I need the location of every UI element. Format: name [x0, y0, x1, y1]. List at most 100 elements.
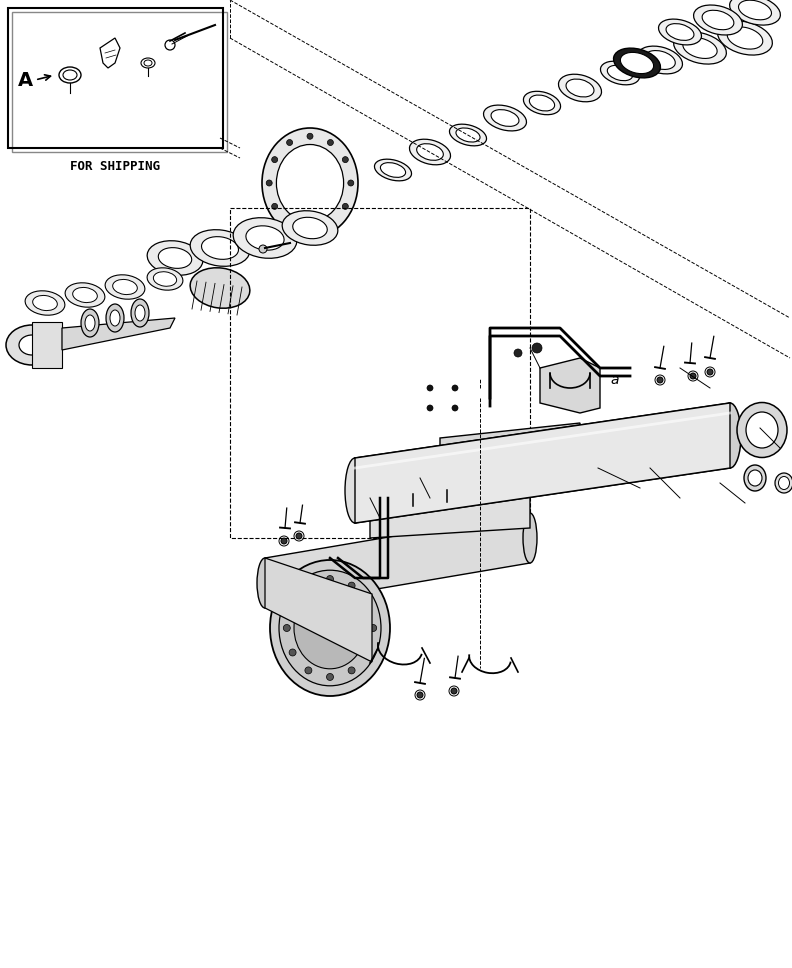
Circle shape	[514, 349, 522, 357]
Ellipse shape	[779, 476, 790, 490]
Ellipse shape	[65, 283, 105, 307]
Ellipse shape	[257, 558, 273, 608]
Ellipse shape	[737, 403, 787, 458]
Ellipse shape	[85, 315, 95, 331]
Circle shape	[326, 576, 333, 583]
Ellipse shape	[190, 268, 249, 308]
Ellipse shape	[748, 470, 762, 486]
Circle shape	[452, 385, 458, 391]
Circle shape	[305, 582, 312, 590]
Circle shape	[657, 377, 663, 383]
Ellipse shape	[294, 588, 366, 669]
Ellipse shape	[19, 335, 45, 355]
Ellipse shape	[638, 46, 683, 74]
Ellipse shape	[417, 143, 444, 161]
Circle shape	[451, 688, 457, 694]
Polygon shape	[62, 318, 175, 350]
Polygon shape	[440, 423, 580, 473]
Ellipse shape	[491, 109, 519, 127]
Ellipse shape	[276, 144, 344, 222]
Ellipse shape	[380, 163, 406, 177]
Ellipse shape	[81, 309, 99, 337]
Ellipse shape	[666, 23, 694, 41]
Circle shape	[259, 245, 267, 253]
Ellipse shape	[674, 32, 726, 64]
Ellipse shape	[683, 38, 717, 58]
Circle shape	[327, 139, 333, 145]
PathPatch shape	[265, 513, 530, 608]
Circle shape	[296, 533, 302, 539]
Ellipse shape	[233, 218, 297, 258]
Ellipse shape	[147, 241, 203, 275]
Circle shape	[272, 157, 278, 163]
Circle shape	[370, 624, 377, 631]
Ellipse shape	[201, 236, 238, 259]
Circle shape	[281, 538, 287, 544]
Ellipse shape	[73, 287, 97, 303]
Ellipse shape	[600, 61, 639, 85]
Ellipse shape	[775, 473, 792, 493]
Bar	[32, 322, 62, 368]
Ellipse shape	[110, 310, 120, 326]
Circle shape	[364, 649, 371, 656]
Circle shape	[326, 674, 333, 681]
Ellipse shape	[105, 275, 145, 299]
Circle shape	[532, 343, 542, 353]
Ellipse shape	[450, 124, 486, 146]
Polygon shape	[540, 358, 600, 413]
Ellipse shape	[154, 272, 177, 287]
Ellipse shape	[279, 570, 381, 685]
Bar	[8, 8, 223, 148]
Ellipse shape	[282, 211, 338, 245]
Ellipse shape	[246, 226, 284, 250]
Circle shape	[272, 203, 278, 209]
Ellipse shape	[607, 65, 633, 80]
Circle shape	[287, 139, 292, 145]
Circle shape	[289, 649, 296, 656]
Circle shape	[364, 600, 371, 607]
Bar	[12, 12, 227, 152]
Ellipse shape	[614, 48, 661, 77]
PathPatch shape	[355, 403, 730, 523]
Ellipse shape	[293, 217, 327, 239]
Ellipse shape	[262, 128, 358, 238]
Ellipse shape	[147, 268, 183, 290]
Ellipse shape	[729, 0, 780, 25]
Circle shape	[305, 667, 312, 674]
Circle shape	[707, 369, 713, 375]
Ellipse shape	[529, 95, 554, 111]
Ellipse shape	[484, 106, 527, 131]
Circle shape	[284, 624, 291, 631]
Ellipse shape	[718, 21, 772, 55]
Ellipse shape	[112, 280, 137, 294]
Ellipse shape	[135, 305, 145, 321]
Circle shape	[690, 373, 696, 379]
Polygon shape	[265, 558, 372, 662]
Circle shape	[287, 221, 292, 227]
Circle shape	[348, 582, 355, 590]
Circle shape	[417, 692, 423, 698]
Circle shape	[289, 600, 296, 607]
Text: a: a	[611, 373, 619, 387]
Ellipse shape	[558, 75, 601, 102]
Circle shape	[342, 157, 348, 163]
Circle shape	[307, 227, 313, 232]
Circle shape	[452, 405, 458, 411]
Circle shape	[266, 180, 272, 186]
Circle shape	[427, 405, 433, 411]
Polygon shape	[410, 480, 450, 516]
Ellipse shape	[744, 465, 766, 491]
Ellipse shape	[270, 560, 390, 696]
Ellipse shape	[345, 458, 365, 523]
Ellipse shape	[409, 139, 451, 165]
Ellipse shape	[106, 304, 124, 332]
Circle shape	[307, 134, 313, 139]
Circle shape	[327, 221, 333, 227]
Circle shape	[342, 203, 348, 209]
Ellipse shape	[620, 52, 653, 74]
Ellipse shape	[738, 0, 771, 19]
Ellipse shape	[566, 79, 594, 97]
Circle shape	[348, 667, 355, 674]
Circle shape	[427, 385, 433, 391]
Ellipse shape	[746, 412, 778, 448]
